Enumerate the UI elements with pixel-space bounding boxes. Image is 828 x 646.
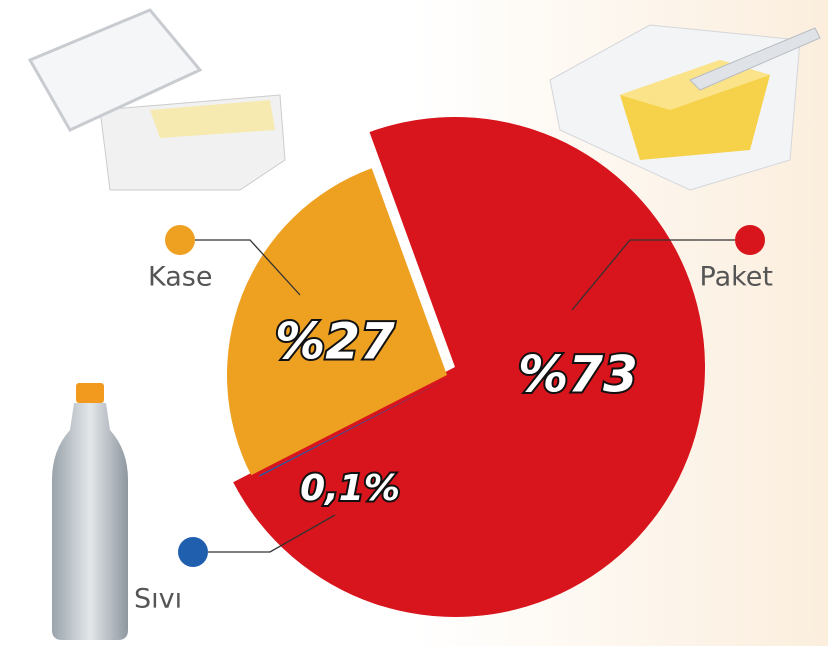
value-label: %27 <box>275 313 395 371</box>
pie-slice <box>233 117 705 618</box>
legend-dot <box>178 537 208 567</box>
value-label: %73 <box>518 346 638 404</box>
connector-line <box>571 239 735 311</box>
legend-dot <box>165 225 195 255</box>
legend-dot <box>735 225 765 255</box>
pie-slice <box>227 168 447 476</box>
legend-label: Paket <box>700 262 774 293</box>
value-label: 0,1% <box>300 468 400 509</box>
butter-illustration <box>549 24 821 191</box>
connector-line <box>208 514 336 553</box>
tub-illustration <box>27 8 286 191</box>
labels: Paket %73 Sıvı 0,1% Kase %27 <box>134 225 773 615</box>
pie-slice <box>259 375 455 477</box>
legend-label: Kase <box>148 262 212 293</box>
bottle-illustration <box>52 383 128 640</box>
legend-label: Sıvı <box>134 584 182 615</box>
connector-line <box>195 239 301 296</box>
pie <box>227 117 705 618</box>
